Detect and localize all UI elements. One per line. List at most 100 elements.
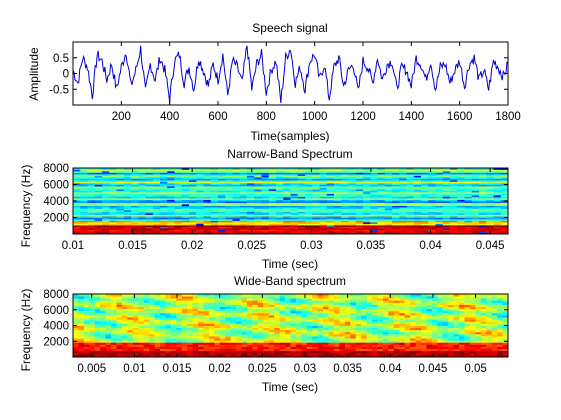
wideband-cell	[94, 333, 101, 337]
wideband-cell	[393, 348, 400, 352]
narrowband-cell	[232, 205, 241, 208]
wideband-cell	[208, 342, 215, 345]
wideband-cell	[334, 321, 340, 324]
wideband-cell	[138, 300, 145, 303]
wideband-cell	[252, 302, 259, 305]
narrowband-cell	[464, 190, 473, 193]
wideband-cell	[290, 346, 297, 349]
wideband-cell	[154, 342, 161, 345]
wideband-cell	[317, 319, 324, 322]
wideband-cell	[165, 323, 172, 326]
speech-signal-title: Speech signal	[252, 21, 327, 35]
wideband-cell	[361, 352, 368, 356]
narrowband-cell	[152, 195, 161, 197]
narrowband-cell	[73, 220, 81, 223]
wideband-cell	[100, 300, 107, 303]
wideband-cell	[372, 336, 378, 339]
narrowband-cell	[283, 199, 291, 202]
wideband-cell	[361, 306, 368, 310]
narrowband-cell	[94, 187, 103, 190]
wideband-cell	[448, 342, 455, 345]
narrowband-cell	[276, 210, 284, 212]
wideband-cell	[268, 338, 275, 341]
wideband-cell	[486, 331, 493, 335]
wideband-cell	[198, 312, 204, 316]
wideband-cell	[176, 331, 183, 335]
narrowband-cell	[160, 226, 168, 229]
wideband-cell	[393, 350, 400, 354]
narrowband-cell	[131, 168, 139, 170]
wideband-cell	[426, 312, 433, 316]
wideband-cell	[203, 344, 210, 347]
narrowband-cell	[210, 226, 219, 229]
wideband-cell	[464, 340, 471, 343]
wideband-cell	[143, 315, 150, 318]
wideband-cell	[187, 300, 194, 303]
narrowband-cell	[326, 172, 335, 175]
narrowband-cell	[312, 211, 320, 214]
wideband-cell	[486, 333, 493, 337]
wideband-cell	[83, 298, 90, 301]
wideband-cell	[219, 352, 226, 356]
narrowband-cell	[181, 204, 190, 206]
narrowband-cell	[500, 217, 509, 220]
wideband-cell	[295, 331, 302, 335]
narrowband-cell	[384, 190, 393, 193]
narrowband-cell	[174, 189, 183, 191]
narrowband-cell	[138, 180, 146, 182]
wideband-cell	[138, 315, 145, 318]
narrowband-cell	[225, 216, 233, 218]
wideband-cell	[323, 333, 329, 337]
narrowband-cell	[131, 175, 139, 178]
wideband-cell	[143, 304, 150, 307]
wideband-cell	[393, 336, 400, 339]
narrowband-cell	[471, 204, 480, 206]
narrowband-cell	[268, 183, 277, 185]
wideband-cell	[89, 350, 96, 354]
wideband-cell	[198, 331, 204, 335]
wideband-cell	[317, 310, 324, 314]
narrowband-cell	[457, 181, 465, 184]
narrowband-cell	[363, 231, 371, 233]
narrowband-cell	[123, 226, 132, 229]
wideband-cell	[225, 342, 232, 345]
narrowband-cell	[457, 196, 465, 199]
narrowband-cell	[312, 207, 320, 209]
narrowband-cell	[450, 207, 458, 209]
narrowband-cell	[326, 232, 335, 235]
narrowband-cell	[174, 187, 183, 190]
narrowband-cell	[196, 187, 204, 190]
wideband-cell	[78, 298, 85, 301]
narrowband-cell	[326, 228, 335, 230]
narrowband-cell	[290, 178, 299, 181]
narrowband-cell	[167, 190, 175, 193]
narrowband-cell	[471, 195, 480, 197]
narrowband-cell	[73, 186, 81, 188]
narrowband-cell	[406, 198, 415, 200]
wideband-cell	[94, 308, 101, 312]
wideband-cell	[127, 336, 134, 339]
wideband-cell	[426, 346, 433, 349]
narrowband-cell	[102, 219, 110, 221]
wideband-cell	[230, 321, 237, 324]
wideband-cell	[83, 348, 90, 352]
wideband-cell	[393, 315, 400, 318]
wideband-cell	[393, 329, 400, 333]
wideband-cell	[208, 306, 215, 310]
wideband-cell	[83, 340, 90, 343]
narrowband-cell	[326, 225, 335, 227]
narrowband-cell	[218, 193, 226, 196]
narrowband-cell	[319, 205, 328, 208]
wideband-cell	[469, 325, 476, 328]
narrowband-cell	[471, 202, 480, 205]
wideband-cell	[257, 333, 264, 337]
wideband-cell	[78, 350, 85, 354]
narrowband-cell	[421, 226, 429, 229]
wideband-cell	[138, 329, 145, 333]
wideband-cell	[323, 338, 329, 341]
narrowband-cell	[152, 201, 161, 203]
wideband-cell	[410, 354, 416, 358]
wideband-cell	[257, 338, 264, 341]
wideband-cell	[486, 308, 493, 312]
wideband-cell	[459, 308, 465, 312]
